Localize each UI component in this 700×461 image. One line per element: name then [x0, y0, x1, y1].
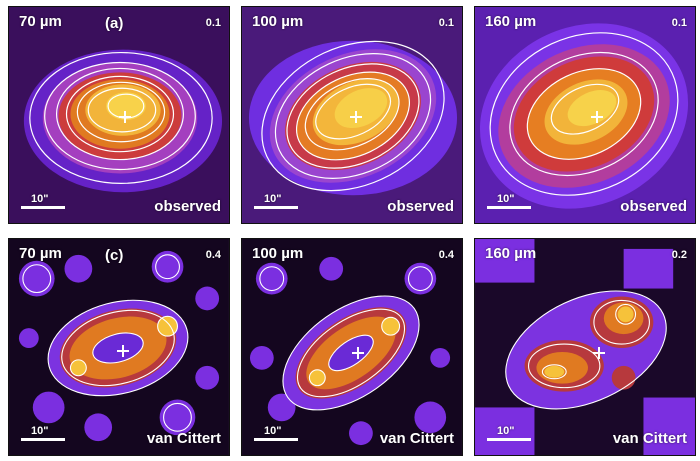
scale-value: 0.4 [438, 249, 454, 261]
panel-100um-observed: 100 µm 0.1 observed 10" [241, 6, 463, 224]
scale-value: 0.1 [205, 17, 221, 29]
scalebar-label: 10" [31, 425, 49, 437]
center-marker [352, 347, 364, 359]
center-marker [119, 111, 131, 123]
scale-value: 0.4 [205, 249, 221, 261]
kind-label: van Cittert [612, 430, 687, 447]
map-image [242, 7, 462, 223]
kind-label: van Cittert [146, 430, 221, 447]
scalebar-label: 10" [497, 425, 515, 437]
scalebar [254, 438, 298, 441]
map-image [9, 7, 229, 223]
band-label: 70 µm [19, 245, 62, 262]
band-label: 100 µm [252, 245, 304, 262]
map-image [475, 7, 695, 223]
kind-label: observed [387, 198, 454, 215]
scalebar-label: 10" [264, 425, 282, 437]
scalebar [21, 438, 65, 441]
scalebar [487, 438, 531, 441]
panel-160um-observed: 160 µm 0.1 observed 10" [474, 6, 696, 224]
map-image [475, 239, 695, 455]
center-marker [350, 111, 362, 123]
center-marker [593, 347, 605, 359]
panel-tag: (c) [105, 247, 124, 264]
panel-tag: (a) [105, 15, 124, 32]
kind-label: van Cittert [379, 430, 454, 447]
map-image [242, 239, 462, 455]
scalebar [487, 206, 531, 209]
band-label: 70 µm [19, 13, 62, 30]
center-marker [591, 111, 603, 123]
scalebar-label: 10" [31, 193, 49, 205]
panel-70um-observed: 70 µm (a) 0.1 observed 10" [8, 6, 230, 224]
band-label: 160 µm [485, 245, 537, 262]
scalebar [21, 206, 65, 209]
panel-70um-van-cittert: 70 µm (c) 0.4 van Cittert 10" [8, 238, 230, 456]
panel-100um-van-cittert: 100 µm 0.4 van Cittert 10" [241, 238, 463, 456]
kind-label: observed [620, 198, 687, 215]
scale-value: 0.1 [438, 17, 454, 29]
scale-value: 0.2 [671, 249, 687, 261]
scalebar [254, 206, 298, 209]
map-image [9, 239, 229, 455]
scalebar-label: 10" [497, 193, 515, 205]
band-label: 160 µm [485, 13, 537, 30]
scale-value: 0.1 [671, 17, 687, 29]
kind-label: observed [154, 198, 221, 215]
center-marker [117, 345, 129, 357]
panel-160um-van-cittert: 160 µm 0.2 van Cittert 10" [474, 238, 696, 456]
band-label: 100 µm [252, 13, 304, 30]
scalebar-label: 10" [264, 193, 282, 205]
